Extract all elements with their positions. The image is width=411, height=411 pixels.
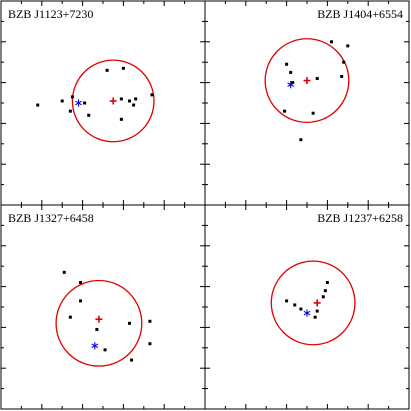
target-star-marker — [303, 309, 311, 317]
panel-title: BZB J1327+6458 — [8, 211, 94, 225]
panel-title: BZB J1123+7230 — [8, 7, 93, 21]
panel-ticks — [0, 204, 206, 410]
source-point — [128, 321, 132, 325]
panel-title: BZB J1404+6554 — [317, 7, 403, 21]
panel-top-left: BZB J1123+7230 — [0, 0, 206, 206]
source-point — [119, 97, 123, 101]
source-point — [329, 40, 333, 44]
error-circle — [55, 279, 143, 367]
panel-bottom-right: BZB J1237+6258 — [204, 204, 410, 410]
source-point — [285, 62, 289, 66]
center-plus-marker — [95, 315, 103, 323]
source-point — [313, 315, 317, 319]
source-point — [36, 103, 40, 107]
source-point — [283, 109, 287, 113]
source-point — [105, 68, 109, 72]
source-point — [62, 270, 66, 274]
source-point — [119, 117, 123, 121]
panel-frame — [204, 0, 410, 206]
panel-ticks — [0, 0, 206, 206]
source-point — [315, 77, 319, 81]
target-star-stroke — [303, 310, 311, 316]
source-point — [321, 295, 325, 299]
source-point — [291, 81, 295, 85]
panel-frame — [204, 204, 410, 410]
source-point — [150, 93, 154, 97]
target-star-marker — [75, 99, 82, 107]
target-star-stroke — [287, 82, 295, 87]
error-circle — [270, 260, 356, 346]
source-point — [83, 101, 87, 105]
source-point — [299, 307, 303, 311]
source-point — [346, 44, 350, 48]
source-point — [289, 70, 293, 74]
source-point — [299, 138, 303, 142]
source-point — [285, 299, 289, 303]
source-point — [323, 289, 327, 293]
center-plus-marker — [109, 97, 117, 105]
target-star-stroke — [75, 100, 82, 106]
error-circle — [71, 59, 155, 143]
panel-bottom-left: BZB J1327+6458 — [0, 204, 206, 410]
panel-frame — [0, 204, 206, 410]
source-point — [68, 109, 72, 113]
panel-marks — [270, 260, 356, 346]
source-point — [79, 299, 83, 303]
source-point — [325, 281, 329, 285]
source-point — [130, 358, 134, 362]
panel-marks — [264, 38, 350, 142]
target-star-marker — [91, 342, 99, 350]
source-point — [293, 303, 297, 307]
error-circle — [264, 38, 350, 124]
source-point — [340, 74, 344, 78]
source-point — [68, 315, 72, 319]
source-point — [95, 327, 99, 331]
source-point — [148, 319, 152, 323]
source-point — [87, 113, 91, 117]
panel-ticks — [204, 0, 410, 206]
panel-title: BZB J1237+6258 — [317, 211, 403, 225]
target-star-stroke — [91, 343, 99, 349]
source-point — [60, 99, 64, 103]
center-plus-marker — [313, 299, 321, 307]
panel-marks — [36, 59, 155, 143]
panel-frame — [0, 0, 206, 206]
panel-top-right: BZB J1404+6554 — [204, 0, 410, 206]
source-point — [79, 281, 83, 285]
target-star-marker — [287, 81, 295, 89]
source-point — [132, 103, 136, 107]
source-point — [342, 60, 346, 64]
source-point — [103, 348, 107, 352]
source-point — [315, 309, 319, 313]
source-point — [148, 342, 152, 346]
center-plus-marker — [303, 77, 311, 85]
panel-ticks — [204, 204, 410, 410]
source-point — [134, 97, 138, 101]
source-point — [311, 111, 315, 115]
source-point — [128, 99, 132, 103]
source-point — [121, 66, 125, 70]
panel-marks — [55, 270, 152, 367]
source-point — [70, 95, 74, 99]
